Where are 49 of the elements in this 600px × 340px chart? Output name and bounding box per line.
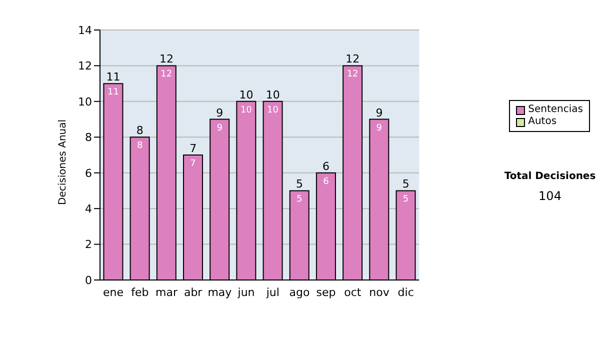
total-label: 9 [376,106,383,120]
x-tick-label: nov [369,286,390,299]
total-label: 8 [136,124,144,138]
x-tick-label: may [208,286,232,299]
x-tick-label: abr [184,286,203,299]
x-tick-label: mar [155,286,178,299]
legend-label: Sentencias [528,104,583,116]
data-label: 12 [346,70,358,80]
y-tick-label: 2 [85,238,92,252]
x-tick-label: ago [289,286,310,299]
x-tick-label: feb [131,286,149,299]
x-tick-label: jul [265,286,280,299]
x-tick-label: sep [316,286,336,299]
data-label: 12 [160,70,172,80]
y-tick-label: 4 [85,202,92,216]
data-label: 7 [190,159,196,169]
total-label: 5 [402,178,410,191]
data-label: 9 [216,123,223,134]
x-tick-label: jun [236,286,255,299]
total-label: 12 [159,52,174,66]
total-label: 6 [322,160,330,173]
data-label: 10 [267,105,279,116]
y-tick-label: 12 [78,60,92,73]
legend-label: Autos [528,116,557,128]
y-axis-title: Decisiones Anual [58,119,69,205]
total-label: 10 [239,88,254,102]
data-label: 8 [136,141,143,152]
y-tick-label: 14 [78,24,92,37]
text: Total Decisiones [503,171,597,182]
y-tick-label: 6 [85,166,92,180]
y-tick-label: 8 [85,131,92,144]
total-label: 9 [216,106,224,120]
total-label: 5 [296,178,303,191]
y-tick-label: 0 [85,274,92,287]
text: 104 [538,189,562,203]
x-tick-label: ene [103,286,124,299]
total-label: 12 [346,52,360,66]
data-label: 9 [376,123,382,134]
total-label: 7 [190,142,197,155]
data-label: 6 [323,176,330,187]
data-label: 10 [240,105,252,116]
y-tick-label: 10 [78,95,92,108]
total-label: 10 [266,88,280,102]
x-tick-label: oct [344,286,362,299]
total-label: 11 [106,70,120,84]
x-tick-label: dic [398,286,414,299]
data-label: 11 [107,88,119,98]
data-label: 5 [296,194,302,205]
data-label: 5 [402,194,409,205]
